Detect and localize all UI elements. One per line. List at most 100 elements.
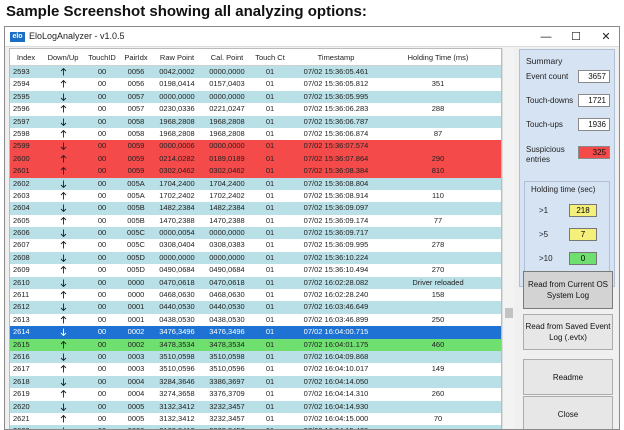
- table-cell: 2620: [13, 401, 30, 411]
- table-row[interactable]: 2597 00 0058 1968,2808 1968,2808 01 07/02 15:3…: [10, 115, 501, 128]
- table-cell: 00: [97, 376, 107, 386]
- column-header[interactable]: Down/Up: [47, 53, 79, 62]
- table-cell: 2597: [13, 116, 30, 126]
- table-row[interactable]: 2594 00 0056 0198,0414 0157,0403 01 07/02 15:3…: [10, 78, 501, 91]
- readme-button[interactable]: Readme: [523, 359, 613, 395]
- table-cell: 70: [433, 413, 443, 423]
- table-cell: 2601: [13, 166, 30, 176]
- table-row[interactable]: 2619 00 0004 3274,3658 3376,3709 01 07/02 16:0…: [10, 388, 501, 401]
- table-cell: 01: [265, 401, 275, 411]
- table-row[interactable]: 2602 00 005A 1704,2400 1704,2400 01 07/02 15:3…: [10, 177, 501, 190]
- table-cell: 00: [97, 166, 107, 176]
- table-cell: 3476,3496: [159, 327, 195, 337]
- holding-count-value: 0: [569, 252, 597, 265]
- table-cell: 01: [265, 314, 275, 324]
- table-cell: 00: [97, 401, 107, 411]
- arrow-down-icon: [42, 401, 84, 413]
- table-cell: 01: [265, 327, 275, 337]
- table-cell: 810: [431, 166, 445, 176]
- column-header[interactable]: Holding Time (ms): [407, 53, 469, 62]
- table-row[interactable]: 2599 00 0059 0000,0006 0000,0000 01 07/02 15:3…: [10, 140, 501, 153]
- table-row[interactable]: 2603 00 005A 1702,2402 1702,2402 01 07/02 15:3…: [10, 189, 501, 203]
- table-cell: 1470,2388: [209, 215, 245, 225]
- table-cell: 0470,0618: [209, 277, 245, 287]
- table-row[interactable]: 2617 00 0003 3510,0596 3510,0596 01 07/02 16:0…: [10, 363, 501, 376]
- table-cell: 01: [265, 79, 275, 89]
- table-row[interactable]: 2614 00 0002 3476,3496 3476,3496 01 07/02 16:0…: [10, 326, 501, 339]
- table-cell: 005D: [127, 252, 145, 262]
- holding-threshold-label: >5: [539, 230, 549, 239]
- table-cell: [384, 66, 492, 78]
- table-cell: 00: [97, 290, 107, 300]
- minimize-button[interactable]: —: [540, 31, 552, 43]
- table-row[interactable]: 2593 00 0056 0042,0002 0000,0000 01 07/02 15:3…: [10, 66, 501, 79]
- table-row[interactable]: 2616 00 0003 3510,0598 3510,0598 01 07/02 16:0…: [10, 350, 501, 364]
- table-cell: 00: [97, 141, 107, 151]
- arrow-up-icon: [42, 363, 84, 375]
- table-cell: 0056: [127, 67, 145, 76]
- table-row[interactable]: 2607 00 005C 0308,0404 0308,0383 01 07/02 15:3…: [10, 239, 501, 252]
- close-window-button[interactable]: ✕: [601, 31, 611, 43]
- table-row[interactable]: 2601 00 0059 0302,0462 0302,0462 01 07/02 15:3…: [10, 165, 501, 178]
- arrow-down-icon: [42, 425, 84, 429]
- table-cell: 0308,0404: [159, 240, 195, 250]
- column-header[interactable]: Touch Ct: [255, 53, 285, 62]
- table-row[interactable]: 2604 00 005B 1482,2384 1482,2384 01 07/02 15:3…: [10, 202, 501, 215]
- table-cell: 01: [265, 277, 275, 287]
- column-header[interactable]: Raw Point: [159, 53, 195, 62]
- table-row[interactable]: 2598 00 0058 1968,2808 1968,2808 01 07/02 15:3…: [10, 127, 501, 141]
- table-cell: 3510,0596: [159, 364, 195, 374]
- table-row[interactable]: 2609 00 005D 0490,0684 0490,0684 01 07/02 15:3…: [10, 264, 501, 277]
- close-button[interactable]: Close: [523, 396, 613, 429]
- column-header[interactable]: Timestamp: [317, 53, 355, 62]
- arrow-up-icon: [42, 165, 84, 177]
- column-header[interactable]: TouchID: [88, 53, 116, 62]
- table-row[interactable]: 2595 00 0057 0000,0000 0000,0000 01 07/02 15:3…: [10, 90, 501, 104]
- table-row[interactable]: 2605 00 005B 1470,2388 1470,2388 01 07/02 15:3…: [10, 214, 501, 228]
- arrow-down-icon: [42, 252, 84, 264]
- table-row[interactable]: 2618 00 0004 3284,3646 3386,3697 01 07/02 16:0…: [10, 375, 501, 389]
- table-cell: 0198,0414: [159, 79, 195, 89]
- table-cell: 0000,0000: [159, 252, 195, 262]
- table-cell: 0302,0462: [159, 166, 195, 176]
- table-cell: 3510,0598: [209, 351, 245, 361]
- maximize-button[interactable]: ☐: [571, 31, 581, 43]
- table-row[interactable]: 2606 00 005C 0000,0054 0000,0000 01 07/02 15:3…: [10, 227, 501, 240]
- table-row[interactable]: 2600 00 0059 0214,0282 0189,0189 01 07/02 15:3…: [10, 152, 501, 166]
- table-cell: 290: [431, 153, 445, 163]
- table-row[interactable]: 2612 00 0001 0440,0530 0440,0530 01 07/02 16:0…: [10, 301, 501, 314]
- read-saved-log-button[interactable]: Read from Saved Event Log (.evtx): [523, 314, 613, 350]
- table-cell: 00: [97, 265, 107, 275]
- table-cell: 0000,0000: [209, 252, 245, 262]
- table-cell: 0001: [127, 314, 145, 324]
- column-header[interactable]: Index: [16, 53, 36, 62]
- arrow-down-icon: [42, 227, 84, 239]
- table-cell: 0003: [127, 364, 145, 374]
- table-row[interactable]: 2610 00 0000 0470,0618 0470,0618 01 07/02 16:0…: [10, 276, 501, 290]
- table-cell: 0000,0000: [209, 228, 245, 238]
- table-cell: 3376,3709: [209, 389, 245, 399]
- table-cell: 260: [431, 389, 445, 399]
- table-row[interactable]: 2608 00 005D 0000,0000 0000,0000 01 07/02 15:3…: [10, 251, 501, 265]
- table-row[interactable]: 2620 00 0005 3132,3412 3232,3457 01 07/02 16:0…: [10, 400, 501, 413]
- column-header[interactable]: PairIdx: [124, 53, 148, 62]
- table-cell: 07/02 16:03:46.649: [303, 302, 369, 312]
- table-cell: 0002: [127, 327, 145, 337]
- table-cell: 01: [265, 141, 275, 151]
- table-row[interactable]: 2615 00 0002 3478,3534 3478,3534 01 07/02 16:0…: [10, 338, 501, 351]
- table-row[interactable]: 2613 00 0001 0438,0530 0438,0530 01 07/02 16:0…: [10, 313, 501, 327]
- touch-downs-value: 1721: [578, 94, 610, 107]
- vertical-scrollbar[interactable]: [502, 48, 514, 429]
- column-header[interactable]: Cal. Point: [210, 53, 244, 62]
- read-current-log-button[interactable]: Read from Current OS System Log: [523, 271, 613, 309]
- table-cell: 005C: [127, 240, 145, 250]
- table-row[interactable]: 2596 00 0057 0230,0336 0221,0247 01 07/02 15:3…: [10, 103, 501, 116]
- table-cell: 07/02 16:03:46.899: [303, 314, 369, 324]
- table-cell: 07/02 15:36:05.995: [303, 91, 369, 101]
- scrollbar-thumb[interactable]: [505, 308, 513, 318]
- table-cell: 01: [265, 413, 275, 423]
- table-row[interactable]: 2621 00 0005 3132,3412 3232,3457 01 07/02 16:0…: [10, 412, 501, 426]
- table-cell: 0042,0002: [159, 67, 195, 76]
- table-row[interactable]: 2611 00 0000 0468,0630 0468,0630 01 07/02 16:0…: [10, 289, 501, 302]
